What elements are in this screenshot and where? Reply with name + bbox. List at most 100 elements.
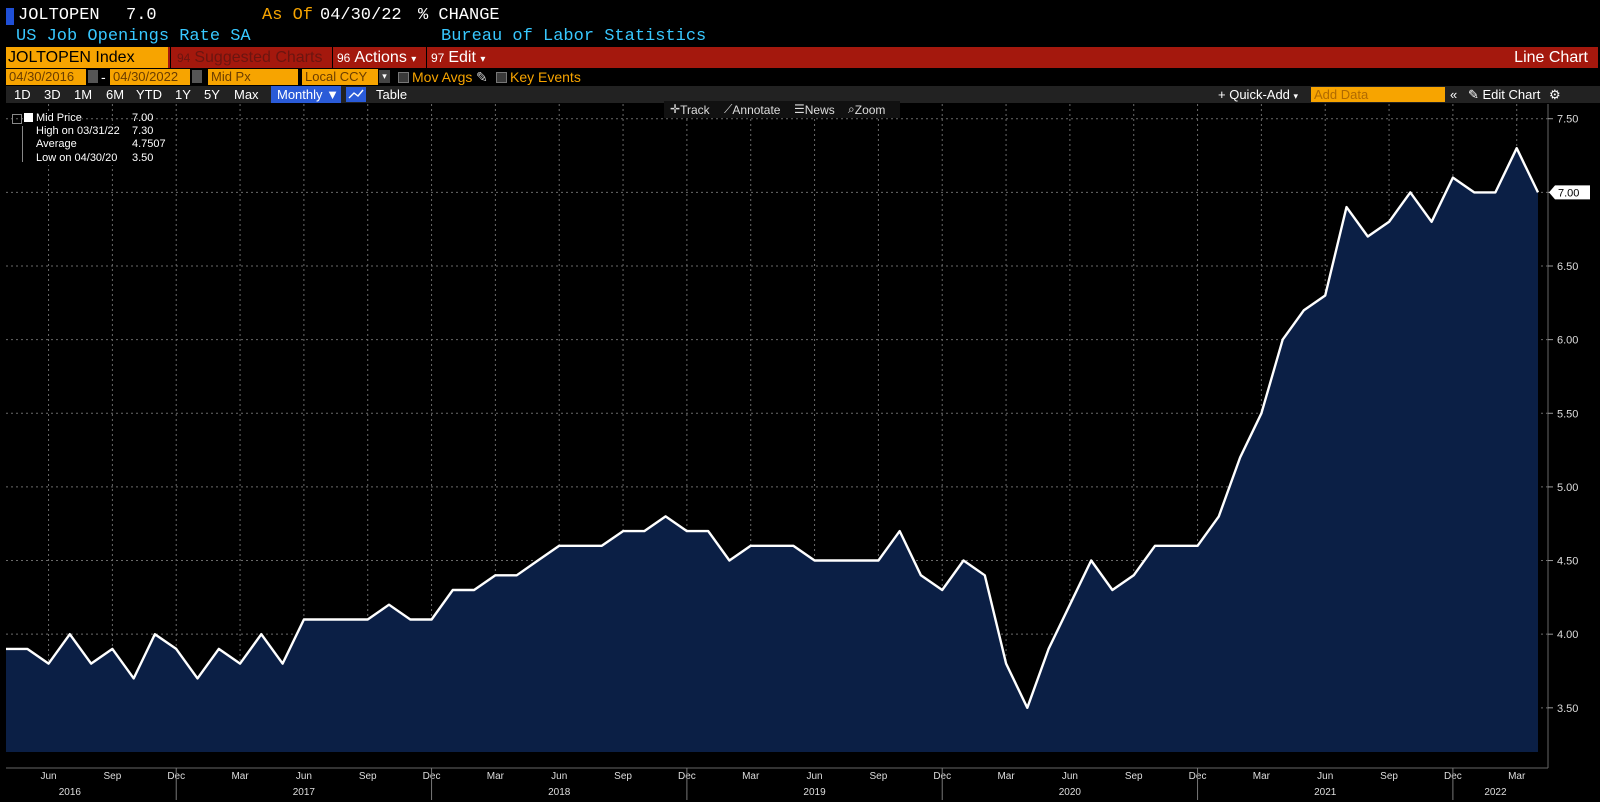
last-value-text: 7.00 bbox=[1558, 187, 1579, 199]
chart-type-label: Line Chart bbox=[1514, 49, 1588, 66]
x-tick-label: Jun bbox=[806, 771, 822, 782]
date-range-row: 04/30/2016 - 04/30/2022 Mid Px Local CCY… bbox=[6, 69, 1600, 86]
x-tick-label: Mar bbox=[742, 771, 760, 782]
period-5y[interactable]: 5Y bbox=[204, 87, 220, 102]
frequency-select[interactable]: Monthly ▼ bbox=[271, 86, 341, 103]
period-1y[interactable]: 1Y bbox=[175, 87, 191, 102]
chart-toolbar: JOLTOPEN Index 94 Suggested Charts 96 Acti… bbox=[6, 47, 1598, 68]
last-value-badge: 7.00 bbox=[1549, 185, 1590, 200]
legend-mid-label: Mid Price bbox=[36, 112, 82, 125]
x-tick-label: Sep bbox=[614, 771, 632, 782]
chevron-down-icon: ▾ bbox=[411, 54, 417, 65]
legend-low-value: 3.50 bbox=[132, 152, 154, 164]
y-tick-label: 5.00 bbox=[1557, 482, 1578, 494]
as-of-label: As Of bbox=[262, 6, 314, 25]
last-value-marker bbox=[1549, 185, 1590, 200]
header-line-2: US Job Openings Rate SA Bureau of Labor … bbox=[0, 24, 1600, 46]
x-tick-label: Sep bbox=[1380, 771, 1398, 782]
period-3d[interactable]: 3D bbox=[44, 87, 61, 102]
period-1m[interactable]: 1M bbox=[74, 87, 93, 102]
x-tick-label: Jun bbox=[296, 771, 312, 782]
key-events-checkbox[interactable] bbox=[496, 72, 507, 83]
mov-avgs-checkbox[interactable] bbox=[398, 72, 409, 83]
key-events-label: Key Events bbox=[510, 69, 581, 85]
y-tick-label: 6.50 bbox=[1557, 261, 1578, 273]
series-swatch bbox=[24, 113, 33, 122]
x-tick-label: Jun bbox=[551, 771, 567, 782]
x-year-label: 2021 bbox=[1314, 787, 1337, 798]
x-tick-label: Sep bbox=[869, 771, 887, 782]
y-axis-ticks: 3.50 4.00 4.50 5.00 5.50 6.00 6.50 7.00 7.50 bbox=[1548, 114, 1578, 715]
add-data-input[interactable]: Add Data bbox=[1311, 87, 1445, 102]
actions-button[interactable]: 96 Actions ▾ bbox=[332, 47, 424, 68]
suggested-charts-button[interactable]: 94 Suggested Charts bbox=[170, 47, 330, 68]
period-max[interactable]: Max bbox=[234, 87, 259, 102]
security-field[interactable]: JOLTOPEN Index bbox=[6, 47, 168, 68]
description: US Job Openings Rate SA bbox=[16, 27, 251, 46]
table-button[interactable]: Table bbox=[376, 87, 408, 102]
x-tick-label: Mar bbox=[1508, 771, 1526, 782]
period-ytd[interactable]: YTD bbox=[136, 87, 162, 102]
gear-icon[interactable]: ⚙ bbox=[1549, 87, 1561, 102]
line-chart-icon[interactable] bbox=[346, 87, 366, 102]
x-tick-label: Jun bbox=[1317, 771, 1333, 782]
x-year-label: 2020 bbox=[1059, 787, 1082, 798]
as-of-date: 04/30/22 bbox=[320, 6, 402, 25]
series-area bbox=[6, 148, 1538, 752]
header-line-1: JOLTOPEN 7.0 As Of 04/30/22 % CHANGE bbox=[0, 2, 1600, 25]
x-tick-label: Jun bbox=[40, 771, 56, 782]
chevron-down-icon: ▼ bbox=[326, 87, 340, 102]
pencil-icon[interactable]: ✎ bbox=[476, 69, 488, 85]
period-6m[interactable]: 6M bbox=[106, 87, 125, 102]
legend: Mid Price 7.00 High on 03/31/22 7.30 Ave… bbox=[12, 112, 172, 168]
x-tick-label: Sep bbox=[103, 771, 121, 782]
x-tick-label: Sep bbox=[1125, 771, 1143, 782]
legend-avg-value: 4.7507 bbox=[132, 138, 166, 150]
zoom-tool[interactable]: ⌕ Zoom bbox=[848, 102, 886, 117]
y-tick-label: 7.50 bbox=[1557, 114, 1578, 126]
calendar-icon[interactable] bbox=[88, 70, 98, 83]
chevron-down-icon: ▾ bbox=[1293, 91, 1299, 101]
x-tick-label: Mar bbox=[231, 771, 249, 782]
currency-select[interactable]: Local CCY bbox=[302, 69, 378, 85]
range-dash: - bbox=[101, 69, 106, 85]
x-year-label: 2018 bbox=[548, 787, 571, 798]
series-line bbox=[6, 147, 1540, 709]
x-year-label: 2019 bbox=[803, 787, 826, 798]
edit-button[interactable]: 97 Edit ▾ bbox=[426, 47, 498, 68]
legend-mid-value: 7.00 bbox=[132, 112, 154, 124]
calendar-icon[interactable] bbox=[192, 70, 202, 83]
track-tool[interactable]: ✛ Track bbox=[670, 102, 710, 117]
chart-tools: ✛ Track ⟋ Annotate ☰ News ⌕ Zoom bbox=[664, 101, 900, 118]
collapse-icon[interactable]: « bbox=[1450, 87, 1458, 102]
mov-avgs-label: Mov Avgs bbox=[412, 69, 473, 85]
y-tick-label: 4.00 bbox=[1557, 629, 1578, 641]
last-value: 7.0 bbox=[126, 6, 157, 25]
chevron-down-icon[interactable]: ▾ bbox=[379, 70, 390, 83]
source: Bureau of Labor Statistics bbox=[441, 27, 707, 46]
quick-add-button[interactable]: + Quick-Add ▾ bbox=[1218, 87, 1299, 102]
x-tick-label: Jun bbox=[1062, 771, 1078, 782]
x-tick-label: Sep bbox=[359, 771, 377, 782]
legend-high-label: High on 03/31/22 bbox=[36, 125, 120, 138]
y-tick-label: 6.00 bbox=[1557, 335, 1578, 347]
legend-low-label: Low on 04/30/20 bbox=[36, 152, 118, 165]
end-date-field[interactable]: 04/30/2022 bbox=[110, 69, 190, 85]
period-1d[interactable]: 1D bbox=[14, 87, 31, 102]
legend-high-value: 7.30 bbox=[132, 125, 154, 137]
edit-chart-button[interactable]: ✎ Edit Chart bbox=[1468, 87, 1541, 102]
x-year-label: 2016 bbox=[59, 787, 82, 798]
collapse-legend-icon[interactable] bbox=[12, 114, 22, 124]
start-date-field[interactable]: 04/30/2016 bbox=[6, 69, 86, 85]
ticker-label: JOLTOPEN bbox=[18, 6, 100, 25]
x-tick-label: Mar bbox=[487, 771, 505, 782]
y-tick-label: 3.50 bbox=[1557, 703, 1578, 715]
change-label: % CHANGE bbox=[418, 6, 500, 25]
news-tool[interactable]: ☰ News bbox=[794, 102, 835, 117]
legend-bracket bbox=[22, 126, 23, 162]
legend-avg-label: Average bbox=[36, 138, 116, 151]
annotate-tool[interactable]: ⟋ Annotate bbox=[724, 102, 781, 117]
field-select[interactable]: Mid Px bbox=[208, 69, 298, 85]
chevron-down-icon: ▾ bbox=[480, 54, 486, 65]
